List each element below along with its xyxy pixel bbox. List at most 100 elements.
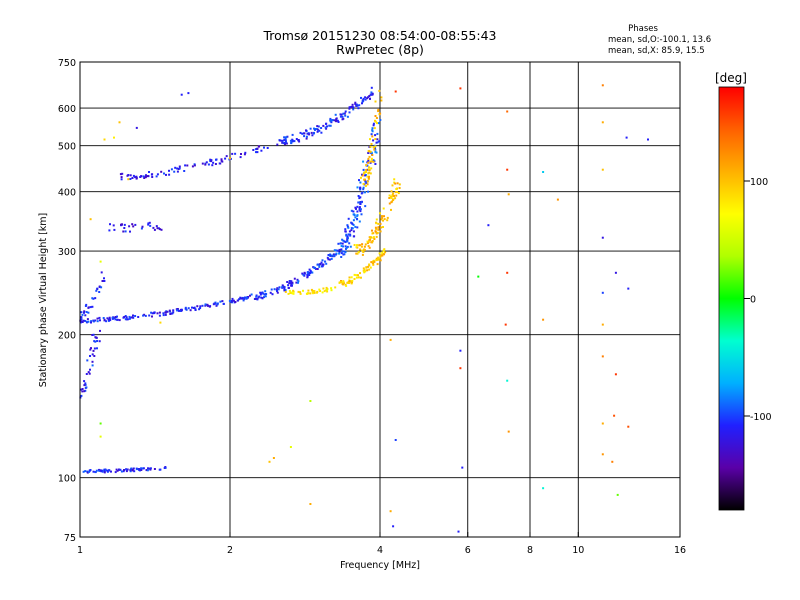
trace-point: [193, 163, 196, 166]
trace-point: [142, 314, 145, 317]
trace-point: [359, 210, 362, 213]
trace-point: [305, 129, 307, 132]
trace-point: [285, 142, 288, 145]
trace-point: [144, 314, 147, 317]
trace-point: [334, 286, 337, 289]
trace-point: [116, 318, 119, 321]
trace-point: [120, 176, 123, 179]
trace-point: [368, 239, 371, 242]
trace-point: [383, 218, 386, 221]
x-tick-label: 2: [227, 545, 233, 556]
trace-point: [160, 228, 163, 231]
trace-point: [356, 252, 359, 255]
trace-point: [301, 272, 304, 275]
trace-point: [102, 317, 105, 319]
trace-point: [318, 129, 321, 132]
trace-point: [380, 226, 383, 229]
trace-point: [81, 313, 84, 316]
trace-point: [334, 113, 337, 116]
isolated-point: [542, 487, 545, 490]
trace-point: [96, 317, 99, 320]
isolated-point: [601, 291, 604, 294]
trace-point: [390, 190, 393, 193]
isolated-point: [601, 453, 604, 456]
trace-point: [358, 201, 361, 204]
trace-point: [360, 213, 363, 216]
trace-point: [137, 316, 140, 318]
trace-point: [378, 140, 381, 143]
trace-point: [238, 298, 241, 301]
trace-point: [153, 468, 156, 470]
trace-point: [314, 128, 316, 131]
trace-point: [283, 289, 286, 292]
trace-point: [125, 468, 128, 471]
trace-point: [354, 216, 357, 219]
trace-point: [131, 468, 134, 471]
trace-point: [107, 318, 110, 321]
trace-point: [168, 309, 171, 312]
trace-point: [103, 318, 106, 321]
trace-point: [368, 171, 371, 174]
trace-point: [103, 277, 105, 280]
trace-point: [362, 168, 365, 171]
trace-point: [369, 160, 372, 163]
trace-point: [84, 389, 87, 392]
trace-point: [371, 129, 374, 132]
trace-point: [168, 173, 171, 176]
trace-point: [371, 240, 374, 242]
trace-point: [363, 171, 366, 174]
trace-point: [374, 145, 377, 148]
trace-point: [265, 293, 268, 295]
trace-point: [214, 163, 217, 165]
isolated-point: [477, 275, 480, 278]
trace-point: [328, 124, 331, 127]
trace-point: [303, 132, 306, 135]
trace-point: [361, 174, 364, 177]
trace-point: [321, 265, 323, 268]
trace-point: [344, 283, 347, 286]
colorbar: [deg] 100 0 -100: [715, 71, 772, 511]
trace-point: [86, 321, 89, 324]
trace-point: [358, 220, 361, 223]
trace-point: [344, 110, 347, 113]
isolated-point: [99, 435, 102, 438]
trace-point: [326, 256, 329, 259]
trace-point: [361, 102, 363, 105]
trace-point: [80, 318, 83, 321]
trace-point: [398, 183, 401, 186]
trace-point: [93, 355, 96, 357]
trace-point: [316, 125, 319, 128]
trace-point: [377, 256, 380, 259]
trace-point: [374, 138, 377, 140]
trace-point: [134, 223, 137, 226]
trace-point: [350, 276, 353, 279]
isolated-point: [229, 157, 231, 160]
trace-point: [120, 178, 123, 181]
trace-point: [335, 118, 338, 121]
trace-point: [375, 259, 378, 262]
trace-point: [85, 311, 88, 313]
trace-point: [83, 390, 86, 393]
trace-point: [164, 313, 167, 316]
trace-point: [80, 311, 83, 314]
trace-point: [369, 138, 371, 141]
trace-point: [367, 245, 370, 248]
trace-point: [84, 470, 87, 473]
trace-point: [84, 314, 87, 317]
trace-point: [124, 230, 127, 233]
isolated-point: [127, 178, 130, 181]
trace-point: [221, 300, 224, 303]
trace-point: [337, 121, 340, 123]
trace-point: [285, 141, 287, 144]
trace-point: [364, 174, 367, 177]
trace-point: [371, 127, 374, 130]
trace-point: [349, 245, 352, 248]
trace-point: [259, 293, 262, 296]
trace-point: [360, 276, 362, 279]
trace-point: [193, 164, 196, 167]
trace-point: [358, 207, 361, 210]
trace-point: [318, 288, 321, 291]
trace-point: [364, 98, 367, 101]
trace-point: [367, 241, 370, 243]
